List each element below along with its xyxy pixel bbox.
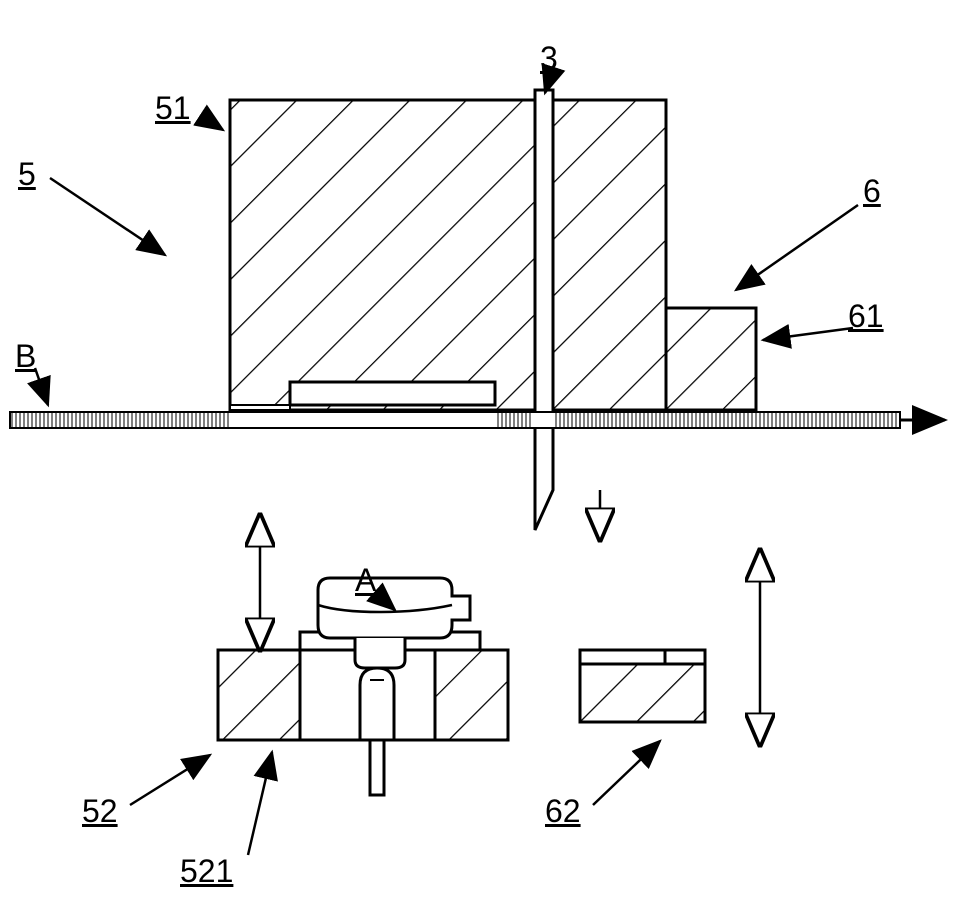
label-62: 62	[545, 793, 581, 830]
arrow-52	[130, 755, 210, 805]
label-61: 61	[848, 298, 884, 335]
block-62	[580, 650, 705, 722]
arrow-51	[200, 115, 223, 130]
arrow-61	[763, 328, 853, 340]
diagram-svg	[0, 0, 957, 905]
label-51: 51	[155, 90, 191, 127]
block-6-upper	[553, 100, 666, 410]
engineering-diagram: 51 5 3 6 61 B A 52 521 62	[0, 0, 957, 905]
block-61	[666, 308, 756, 410]
slot-3	[535, 90, 553, 530]
block-51	[230, 100, 535, 410]
label-A: A	[355, 562, 376, 599]
label-521: 521	[180, 853, 233, 890]
groove	[290, 382, 495, 405]
groove-ledge	[230, 405, 290, 410]
block-521	[218, 650, 300, 740]
label-52: 52	[82, 793, 118, 830]
arrow-6	[736, 205, 858, 290]
arrow-521	[248, 752, 272, 855]
arrow-B	[35, 368, 48, 405]
label-3: 3	[540, 40, 558, 77]
label-B: B	[15, 338, 36, 375]
threaded-rod-B	[10, 412, 900, 428]
arrow-5	[50, 178, 165, 255]
arrow-62	[593, 741, 660, 805]
label-5: 5	[18, 156, 36, 193]
label-6: 6	[863, 173, 881, 210]
